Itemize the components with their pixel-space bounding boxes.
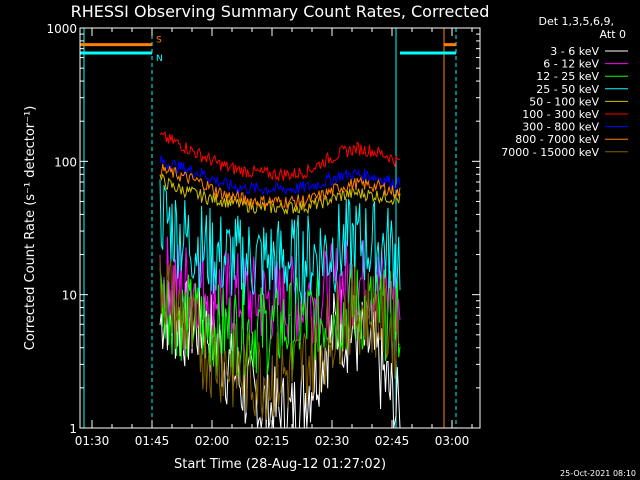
legend-label-4: 50 - 100 keV	[529, 95, 599, 108]
series-line-7	[159, 163, 401, 209]
legend-label-3: 25 - 50 keV	[536, 83, 599, 96]
legend-label-1: 6 - 12 keV	[543, 58, 599, 71]
axes: 1 10 100 1000 01:30 01:45 02:00 02:15 02:30 02:45…	[46, 22, 481, 448]
legend-header-line-2: Att 0	[600, 28, 626, 41]
series-lines	[159, 130, 401, 429]
legend-header-line-1: Det 1,3,5,6,9,	[538, 15, 614, 28]
series-line-4	[159, 173, 401, 215]
legend-label-7: 800 - 7000 keV	[515, 133, 599, 146]
series-line-8	[159, 257, 401, 420]
x-tick-label-2: 02:00	[195, 434, 230, 448]
y-tick-label-1: 10	[62, 289, 77, 303]
x-tick-label-4: 02:30	[315, 434, 350, 448]
x-tick-label-3: 02:15	[255, 434, 290, 448]
y-tick-label-0: 1	[69, 422, 77, 436]
segment-marker-label-S: S	[156, 36, 162, 46]
footer-timestamp: 25-Oct-2021 08:10	[560, 469, 636, 478]
x-tick-label-5: 02:45	[375, 434, 410, 448]
legend-label-8: 7000 - 15000 keV	[501, 146, 599, 159]
plot-frame	[79, 27, 481, 429]
legend-label-2: 12 - 25 keV	[536, 70, 599, 83]
x-tick-label-1: 01:45	[135, 434, 170, 448]
y-tick-label-2: 100	[54, 155, 77, 169]
x-tick-label-6: 03:00	[435, 434, 470, 448]
chart-title: RHESSI Observing Summary Count Rates, Co…	[71, 2, 490, 21]
series-line-5	[159, 130, 401, 182]
segment-markers: SN	[80, 36, 456, 64]
x-axis-label: Start Time (28-Aug-12 01:27:02)	[174, 457, 386, 472]
segment-marker-label-N: N	[156, 54, 163, 64]
legend-label-6: 300 - 800 keV	[522, 121, 599, 134]
y-tick-label-3: 1000	[46, 22, 77, 36]
x-tick-label-0: 01:30	[75, 434, 110, 448]
y-axis-label: Corrected Count Rate (s⁻¹ detector⁻¹)	[23, 106, 38, 351]
legend-label-0: 3 - 6 keV	[550, 45, 599, 58]
series-line-6	[159, 155, 401, 197]
series-line-3	[159, 179, 401, 306]
legend-label-5: 100 - 300 keV	[522, 108, 599, 121]
